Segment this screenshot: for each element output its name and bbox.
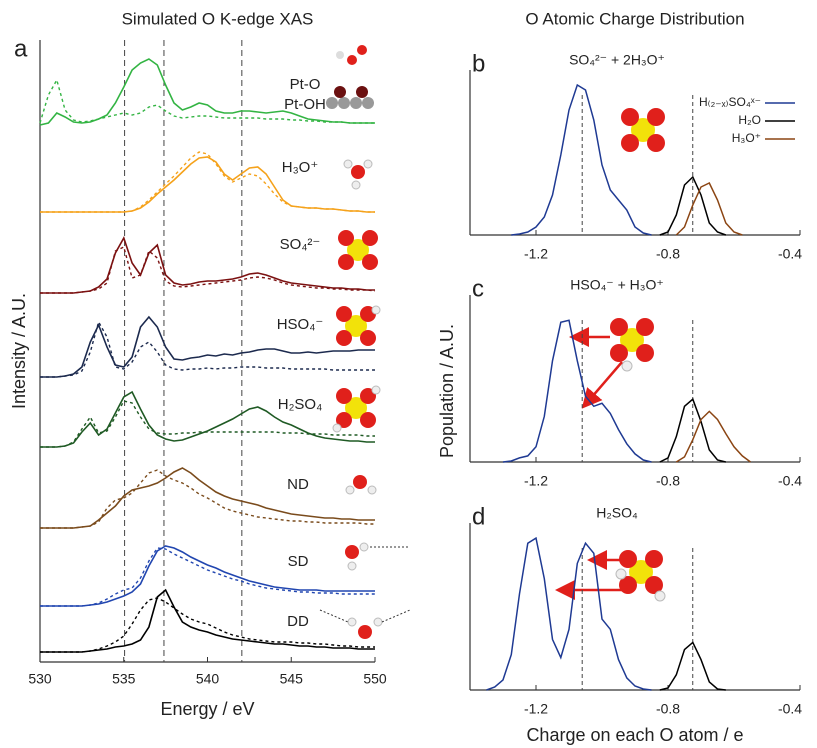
spectrum-solid bbox=[40, 236, 375, 294]
x-tick-label: 545 bbox=[280, 671, 304, 687]
distribution-line bbox=[486, 536, 652, 691]
hso4-icon bbox=[336, 305, 381, 346]
legend-label: H₍₂₋ₓ₎SO₄ˣ⁻ bbox=[699, 95, 761, 109]
curve-label: SO₄²⁻ bbox=[280, 236, 321, 253]
panel-subtitle: HSO₄⁻ + H₃O⁺ bbox=[570, 277, 664, 293]
distribution-line bbox=[502, 319, 652, 463]
panel-title: Simulated O K-edge XAS bbox=[122, 9, 314, 28]
curve-label: HSO₄⁻ bbox=[277, 316, 324, 333]
spectrum-solid bbox=[39, 58, 375, 126]
x-tick-label: -0.8 bbox=[656, 246, 680, 262]
spectrum-dotted bbox=[40, 469, 375, 529]
x-axis-title: Charge on each O atom / e bbox=[526, 725, 743, 745]
y-axis-title: Population / A.U. bbox=[437, 324, 457, 458]
panel-title: O Atomic Charge Distribution bbox=[525, 9, 744, 28]
curve-label: H₃O⁺ bbox=[282, 159, 319, 176]
spectrum-solid bbox=[40, 390, 375, 448]
curve-label: Pt-O bbox=[290, 76, 321, 93]
x-tick-label: -1.2 bbox=[524, 701, 548, 717]
spectrum-dotted bbox=[40, 246, 376, 294]
spectrum-dotted bbox=[40, 151, 375, 213]
panel-letter: d bbox=[472, 503, 485, 530]
spectrum-dotted bbox=[40, 547, 375, 607]
pt-surface-icon bbox=[326, 45, 374, 109]
distribution-line bbox=[659, 641, 726, 691]
x-tick-label: -1.2 bbox=[524, 246, 548, 262]
h3o-icon bbox=[343, 159, 373, 190]
legend-label: H₂O bbox=[738, 113, 761, 127]
water-icons bbox=[319, 475, 411, 639]
distribution-line bbox=[675, 410, 751, 463]
panel-subtitle: SO₄²⁻ + 2H₃O⁺ bbox=[569, 52, 665, 68]
x-tick-label: -0.4 bbox=[778, 246, 802, 262]
legend-label: H₃O⁺ bbox=[732, 131, 761, 145]
curve-label: ND bbox=[287, 476, 309, 493]
spectrum-solid bbox=[40, 315, 375, 378]
distribution-line bbox=[675, 181, 743, 236]
spectrum-dotted bbox=[40, 400, 375, 448]
panel-letter: c bbox=[472, 275, 484, 302]
curve-label: H₂SO₄ bbox=[278, 396, 322, 413]
x-tick-label: 550 bbox=[363, 671, 387, 687]
spectrum-dotted bbox=[40, 597, 375, 653]
x-tick-label: 540 bbox=[196, 671, 220, 687]
charge-icons bbox=[610, 108, 666, 602]
so4-icon bbox=[338, 230, 378, 270]
x-tick-label: 535 bbox=[112, 671, 136, 687]
spectrum-solid bbox=[40, 588, 375, 653]
spectrum-solid bbox=[40, 156, 375, 213]
x-axis-title: Energy / eV bbox=[160, 699, 254, 719]
curve-label: DD bbox=[287, 613, 309, 630]
spectrum-dotted bbox=[39, 78, 375, 124]
distribution-line bbox=[659, 397, 726, 463]
x-tick-label: -0.8 bbox=[656, 473, 680, 489]
x-tick-label: -1.2 bbox=[524, 473, 548, 489]
x-tick-label: 530 bbox=[28, 671, 52, 687]
curve-label: Pt-OH bbox=[284, 96, 326, 113]
h2so4-icon bbox=[332, 385, 381, 433]
y-axis-title: Intensity / A.U. bbox=[9, 293, 29, 409]
curve-label: SD bbox=[288, 553, 309, 570]
distribution-line bbox=[511, 83, 652, 236]
panel-letter: a bbox=[14, 35, 28, 62]
arrows bbox=[555, 327, 628, 600]
x-tick-label: -0.8 bbox=[656, 701, 680, 717]
x-tick-label: -0.4 bbox=[778, 473, 802, 489]
spectrum-solid bbox=[40, 545, 375, 607]
distribution-line bbox=[659, 175, 727, 236]
x-tick-label: -0.4 bbox=[778, 701, 802, 717]
panel-letter: b bbox=[472, 50, 485, 77]
panel-subtitle: H₂SO₄ bbox=[596, 505, 638, 521]
spectrum-solid bbox=[40, 467, 375, 529]
spectrum-dotted bbox=[40, 320, 375, 378]
